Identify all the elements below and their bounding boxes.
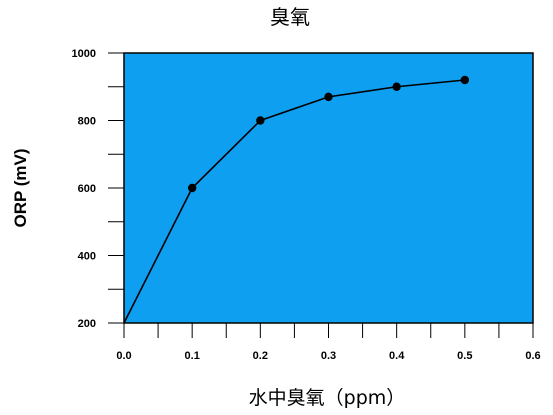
x-tick-label: 0.5 bbox=[457, 350, 472, 362]
x-axis-ticks: 0.0 0.1 0.2 0.3 0.4 0.5 0.6 bbox=[116, 323, 541, 362]
data-point bbox=[324, 92, 333, 102]
y-tick-label: 400 bbox=[78, 251, 96, 263]
y-axis-label: ORP (mV) bbox=[11, 148, 30, 227]
y-axis-ticks: 200 400 600 800 1000 bbox=[72, 48, 124, 330]
x-tick-label: 0.4 bbox=[389, 350, 405, 362]
x-tick-label: 0.2 bbox=[253, 350, 268, 362]
x-tick-label: 0.0 bbox=[116, 350, 131, 362]
chart-title: 臭氧 bbox=[270, 5, 310, 29]
series-line bbox=[123, 79, 465, 324]
y-tick-label: 600 bbox=[78, 183, 96, 195]
x-tick-label: 0.1 bbox=[185, 350, 200, 362]
x-tick-label: 0.3 bbox=[321, 350, 336, 362]
data-point bbox=[460, 75, 470, 85]
y-tick-label: 200 bbox=[78, 318, 96, 330]
x-axis-label: 水中臭氧（ppm） bbox=[249, 387, 406, 409]
data-point bbox=[392, 82, 401, 91]
data-point bbox=[187, 183, 197, 193]
series-layer bbox=[123, 75, 470, 324]
data-point bbox=[256, 116, 265, 125]
y-tick-label: 800 bbox=[78, 116, 96, 128]
y-tick-label: 1000 bbox=[72, 48, 96, 60]
x-tick-label: 0.6 bbox=[525, 350, 540, 362]
